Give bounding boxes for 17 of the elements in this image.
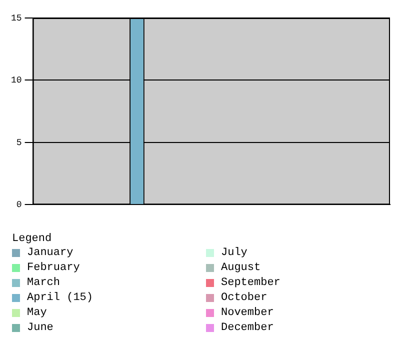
legend-label: September: [221, 276, 280, 288]
legend-label: April (15): [27, 292, 94, 304]
legend-label: March: [27, 276, 60, 288]
legend-label: October: [221, 292, 268, 304]
legend-label: May: [27, 306, 47, 318]
legend-label: January: [27, 246, 74, 258]
legend-label: July: [221, 246, 248, 258]
y-tick-label: 0: [16, 200, 22, 210]
y-tick-label: 15: [10, 13, 22, 24]
y-tick-label: 5: [16, 138, 22, 148]
legend-label: November: [221, 306, 274, 318]
legend-label: August: [221, 262, 261, 274]
legend-title: Legend: [12, 233, 53, 245]
legend-label: December: [221, 322, 274, 334]
legend-label: June: [27, 322, 54, 334]
y-tick-label: 10: [10, 76, 22, 86]
legend-label: February: [27, 262, 80, 274]
